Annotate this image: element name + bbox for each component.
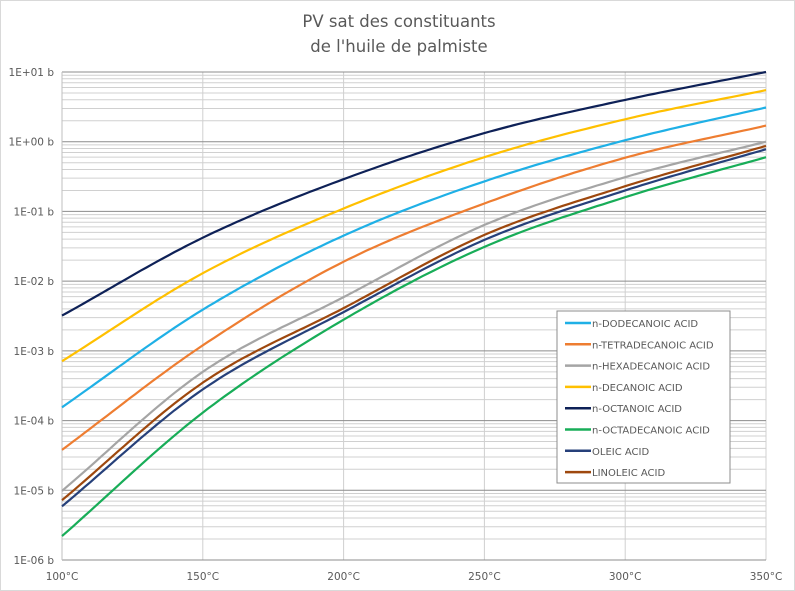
y-tick-label: 1E+01 b [9,67,55,79]
legend-box [556,310,731,484]
x-tick-label: 300°C [609,571,642,583]
legend-label: n-DECANOIC ACID [592,383,683,394]
y-tick-label: 1E-05 b [14,485,55,497]
legend-label: n-DODECANOIC ACID [592,319,698,330]
x-axis-ticks: 100°C 150°C 200°C 250°C 300°C 350°C [46,571,783,583]
x-tick-label: 200°C [327,571,360,583]
x-tick-label: 150°C [186,571,219,583]
legend-label: n-TETRADECANOIC ACID [592,340,714,351]
series-line [61,148,767,508]
x-tick-label: 350°C [750,571,783,583]
series-line [61,106,767,409]
series-line [61,124,767,451]
chart-title-line-1: PV sat des constituants [302,12,495,31]
legend-label: n-HEXADECANOIC ACID [592,362,710,373]
x-tick-label: 100°C [46,571,79,583]
series-line [61,140,767,492]
y-tick-label: 1E-01 b [14,206,55,218]
series-line [61,89,767,363]
series-lines [61,70,767,537]
series-line [61,70,767,317]
y-tick-label: 1E-04 b [14,416,55,428]
legend-label: LINOLEIC ACID [592,468,665,479]
series-line [61,144,767,502]
legend-label: n-OCTANOIC ACID [592,404,682,415]
legend: n-DODECANOIC ACID n-TETRADECANOIC ACID n-H… [556,310,731,484]
series-line [61,156,767,537]
chart-title-line-2: de l'huile de palmiste [310,37,487,56]
legend-label: OLEIC ACID [592,447,649,458]
y-tick-label: 1E+00 b [9,137,55,149]
y-tick-label: 1E-06 b [14,555,55,567]
y-tick-label: 1E-03 b [14,346,55,358]
y-axis-ticks: 1E+01 b 1E+00 b 1E-01 b 1E-02 b 1E-03 b 1E-04… [9,67,55,567]
legend-label: n-OCTADECANOIC ACID [592,426,710,437]
x-tick-label: 250°C [468,571,501,583]
y-tick-label: 1E-02 b [14,276,55,288]
